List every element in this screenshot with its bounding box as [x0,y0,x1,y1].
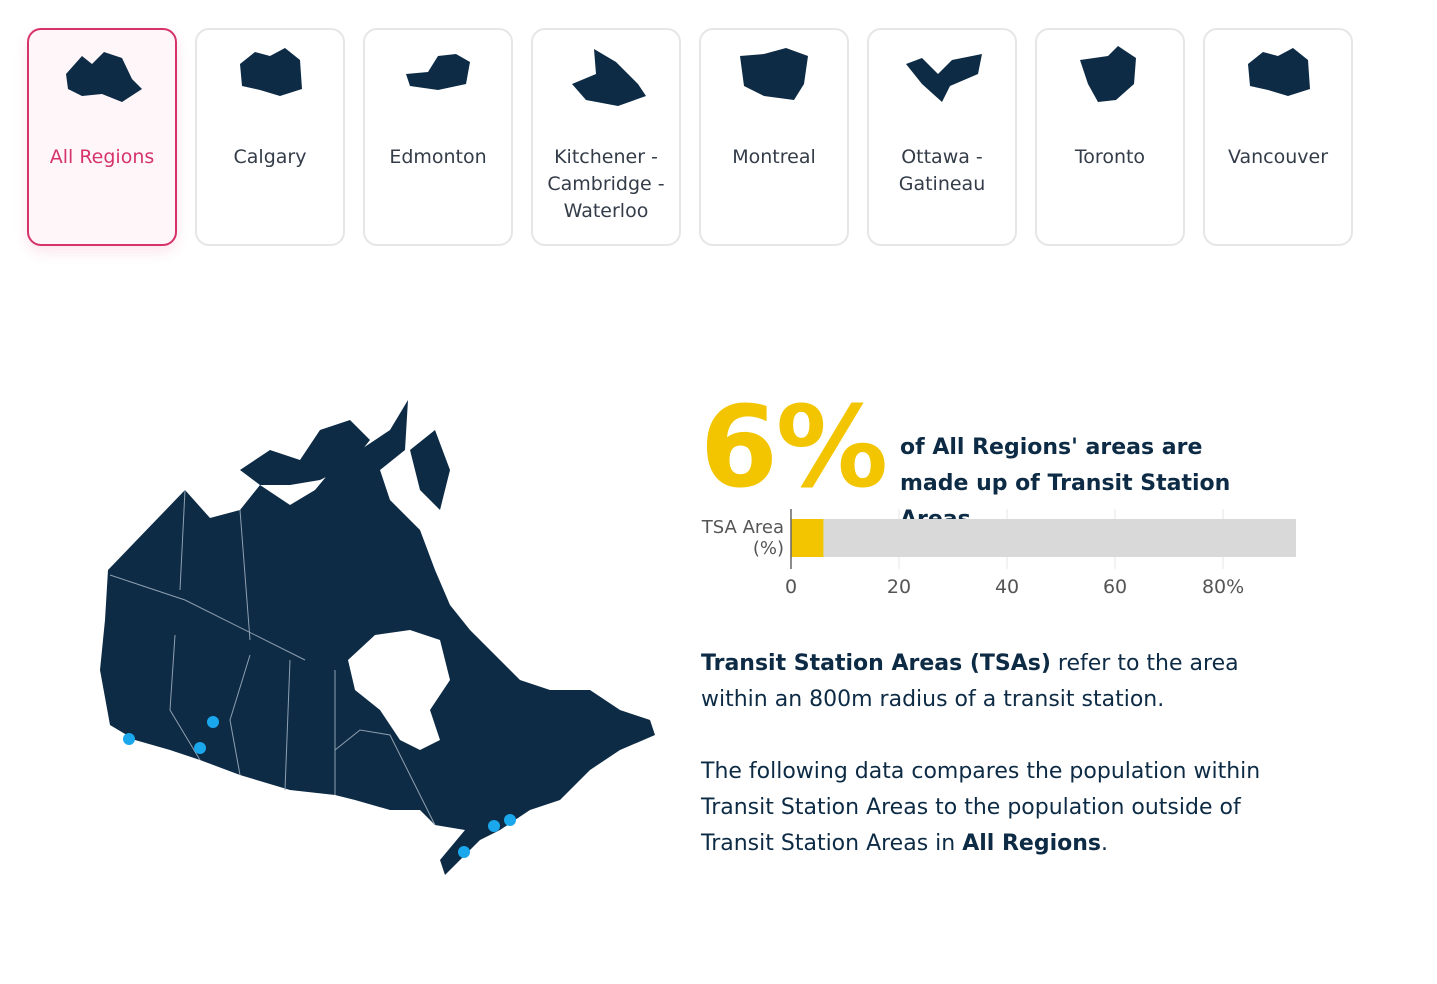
region-tab[interactable]: Montreal [699,28,849,246]
region-icon [1080,46,1136,102]
region-icon [906,54,982,102]
description: Transit Station Areas (TSAs) refer to th… [701,646,1311,898]
tab-label: Kitchener - Cambridge - Waterloo [547,146,665,222]
region-shape [740,48,808,100]
region-tab[interactable]: Edmonton [363,28,513,246]
tab-label: Toronto [1074,146,1146,168]
paragraph: The following data compares the populati… [701,754,1311,862]
region-icon [240,48,302,96]
region-tab[interactable]: Vancouver [1203,28,1353,246]
bar-track [791,519,1296,557]
tab-label: Calgary [233,146,307,168]
region-icon [1248,48,1310,96]
tsa-bar-chart: 0 20 40 60 80% [785,509,1296,598]
paragraph: Transit Station Areas (TSAs) refer to th… [701,646,1311,718]
x-tick-label: 20 [887,576,911,598]
region-tab[interactable]: Calgary [195,28,345,246]
region-shape [406,54,470,90]
region-tab[interactable]: Kitchener - Cambridge - Waterloo [531,28,681,246]
tab-label: All Regions [49,146,155,168]
tab-label: Edmonton [389,146,487,168]
province-borders [109,489,436,826]
region-icon [740,48,808,100]
tab-label: Ottawa - Gatineau [898,146,986,195]
region-shape [572,49,646,106]
region-shape [1080,46,1136,102]
region-shape [906,54,982,102]
tab-label: Montreal [732,146,816,168]
paragraph-text: . [1101,831,1109,856]
region-tab[interactable]: Ottawa - Gatineau [867,28,1017,246]
paragraph-text: All Regions [962,831,1102,856]
category-label: TSA Area (%) [701,517,784,559]
bar [791,519,824,557]
region-tab[interactable]: All Regions [27,28,177,246]
region-icon [572,49,646,106]
tab-label: Vancouver [1227,146,1329,168]
region-tab[interactable]: Toronto [1035,28,1185,246]
region-icon [406,54,470,90]
paragraph-text: refer to the area within an 800m radius … [701,651,1239,712]
paragraph-text: Transit Station Areas (TSAs) [701,651,1051,676]
region-icon [66,52,142,102]
city-dots [123,716,516,858]
x-tick-label: 80% [1202,576,1244,598]
hudson-bay [348,630,450,750]
region-shape [1248,48,1310,96]
x-tick-label: 60 [1103,576,1127,598]
region-shape [240,48,302,96]
paragraph-text: The following data compares the populati… [701,759,1261,856]
x-tick-label: 40 [995,576,1019,598]
x-tick-label: 0 [785,576,797,598]
region-shape [66,52,142,102]
headline-figure: 6% [700,383,888,513]
canada-map [100,400,655,875]
